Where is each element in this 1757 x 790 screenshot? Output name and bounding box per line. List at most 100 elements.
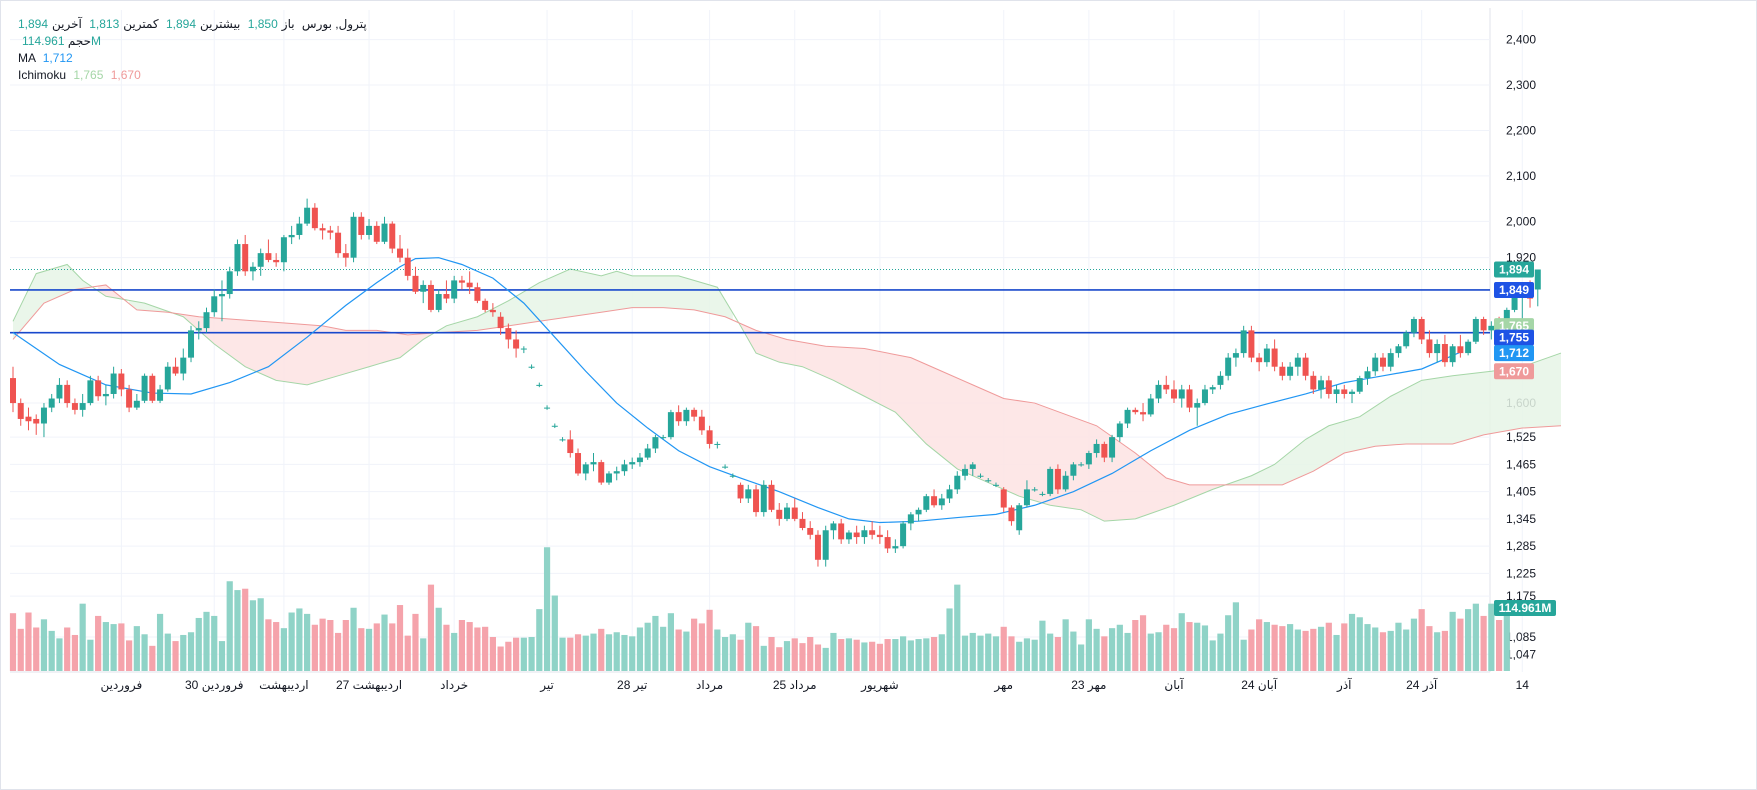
candle-body	[675, 412, 682, 422]
candle	[520, 346, 527, 354]
candle	[1271, 339, 1278, 372]
candle-body	[977, 475, 984, 477]
volume-bar	[218, 641, 226, 671]
volume-bar	[1495, 620, 1503, 671]
x-tick-label: شهریور	[860, 678, 899, 693]
candle-body	[1372, 357, 1379, 372]
volume-bar	[1217, 633, 1224, 671]
candle-body	[915, 509, 922, 515]
candle	[1124, 407, 1131, 429]
candle-body	[1085, 453, 1092, 465]
candle	[358, 212, 365, 240]
candle	[1070, 462, 1077, 481]
candle	[1256, 353, 1263, 372]
volume-bar	[273, 622, 280, 671]
candle	[33, 414, 40, 435]
volume-bar	[737, 639, 744, 671]
candle	[814, 530, 821, 567]
candle-body	[79, 403, 86, 410]
volume-bar	[1124, 632, 1131, 671]
y-tick-label: 1,920	[1506, 251, 1536, 265]
high-label: بیشترین	[200, 17, 241, 31]
volume-bar	[1023, 638, 1031, 671]
volume-bar	[528, 637, 535, 671]
candle-body	[1263, 348, 1270, 363]
candle-body	[1310, 375, 1317, 390]
candle-body	[652, 437, 659, 449]
candle-body	[118, 373, 125, 390]
volume-bar	[992, 636, 1000, 671]
candle-body	[180, 357, 187, 374]
volume-bar	[814, 644, 822, 671]
candle-body	[56, 384, 63, 399]
x-tick-label: تیر	[539, 678, 554, 693]
candle-body	[1318, 380, 1325, 390]
volume-bar	[915, 639, 922, 671]
candle-body	[1186, 389, 1193, 408]
symbol-name: پترول, بورس	[301, 17, 367, 31]
candle-body	[342, 253, 349, 258]
candle-body	[1364, 371, 1371, 379]
volume-bar	[358, 628, 365, 671]
volume-bar	[118, 623, 125, 671]
candle	[1155, 380, 1162, 404]
candle	[892, 539, 899, 553]
volume-bar	[458, 620, 466, 671]
candle	[876, 525, 883, 544]
candle	[706, 425, 713, 449]
candle-body	[257, 253, 264, 267]
candle-body	[962, 468, 969, 476]
candle-body	[1302, 357, 1309, 376]
candle	[288, 225, 295, 245]
candle	[1465, 339, 1472, 356]
volume-bar	[342, 620, 349, 671]
candle-body	[791, 507, 798, 519]
candle-body	[1132, 409, 1139, 413]
volume-bar	[543, 547, 551, 671]
candle	[497, 312, 504, 335]
candle	[1403, 330, 1410, 349]
candle	[95, 375, 102, 401]
candle-body	[954, 475, 961, 490]
candle	[753, 484, 760, 517]
candle-body	[358, 216, 365, 235]
volume-bar	[691, 618, 698, 671]
candle-body	[722, 466, 729, 468]
candle-body	[1248, 330, 1255, 358]
candle	[691, 407, 698, 422]
volume-bar	[1325, 622, 1332, 671]
volume-bar	[954, 584, 961, 671]
candle	[280, 234, 287, 272]
candle-body	[373, 225, 380, 242]
y-tick-label: 1,085	[1506, 630, 1536, 644]
volume-value: 114.961M	[22, 34, 101, 48]
candle-body	[389, 223, 396, 249]
candle-body	[381, 223, 388, 242]
volume-bar	[1333, 634, 1340, 671]
candle	[745, 484, 752, 503]
candle	[319, 223, 326, 240]
candle	[87, 375, 94, 406]
volume-bar	[311, 624, 318, 671]
volume-bar	[567, 637, 574, 671]
candle	[1178, 384, 1185, 408]
volume-tag-bg	[1494, 600, 1556, 616]
volume-bar	[164, 633, 171, 671]
candle-body	[1240, 330, 1247, 354]
candle-body	[319, 228, 326, 231]
x-tick-label: اردیبهشت	[259, 678, 308, 693]
volume-bar	[435, 607, 442, 671]
candle-body	[1457, 346, 1464, 354]
candle-body	[234, 244, 241, 272]
candle	[234, 239, 241, 276]
volume-bar	[1147, 633, 1154, 671]
volume-bar	[667, 613, 674, 671]
candle-body	[412, 275, 419, 292]
volume-bar	[172, 641, 179, 671]
candle	[474, 282, 481, 304]
candle	[56, 378, 63, 404]
candle	[900, 521, 907, 549]
volume-bar	[629, 636, 636, 671]
volume-bar	[714, 629, 721, 671]
